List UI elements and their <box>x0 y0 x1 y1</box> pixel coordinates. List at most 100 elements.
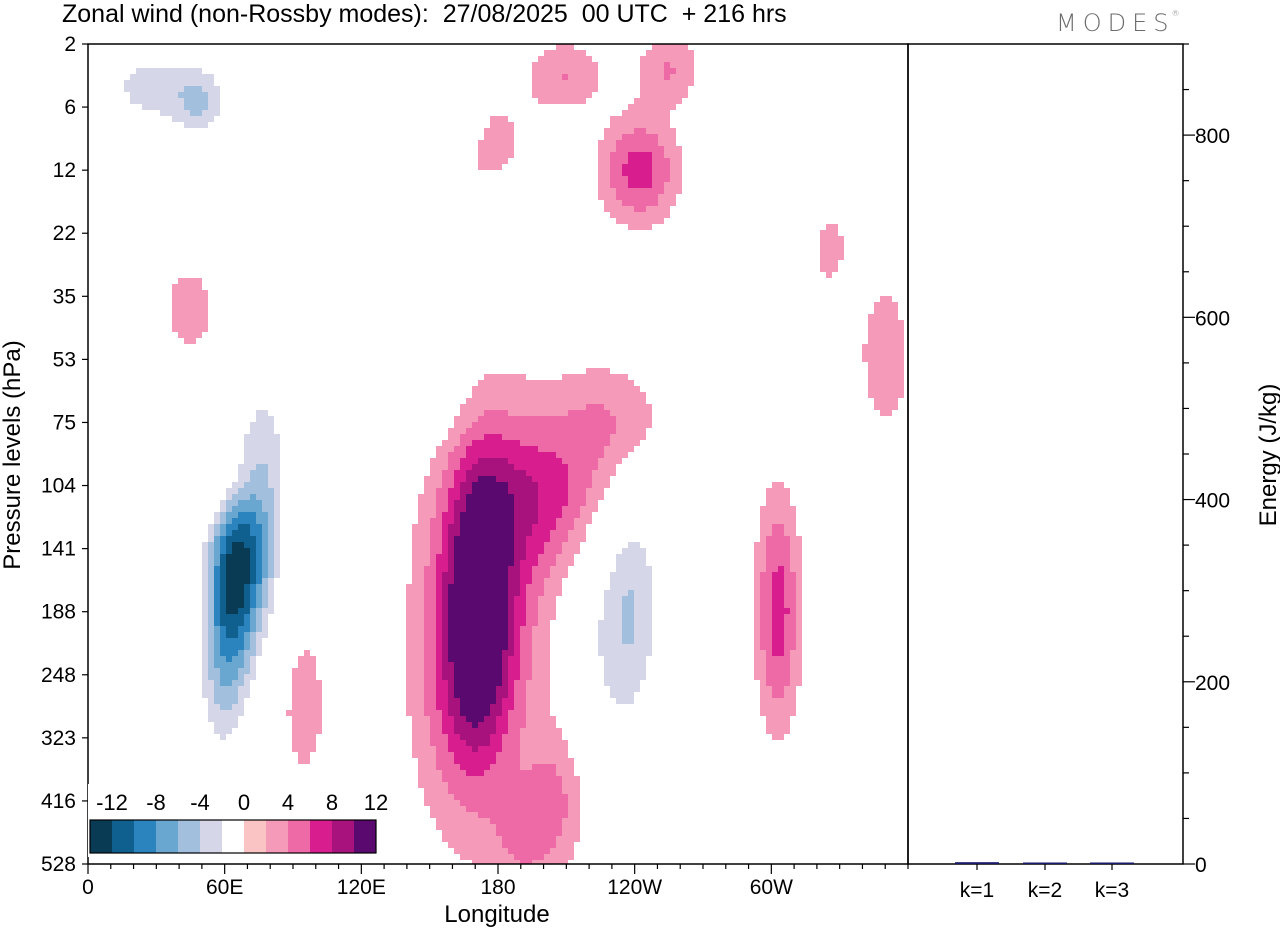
heatmap-cell <box>406 392 412 398</box>
heatmap-cell <box>478 578 484 584</box>
heatmap-cell <box>532 650 538 656</box>
heatmap-cell <box>184 326 190 332</box>
heatmap-cell <box>634 566 640 572</box>
heatmap-cell <box>610 116 616 122</box>
heatmap-cell <box>184 302 190 308</box>
heatmap-cell <box>196 326 202 332</box>
heatmap-cell <box>778 542 784 548</box>
heatmap-cell <box>868 560 874 566</box>
heatmap-cell <box>328 284 334 290</box>
heatmap-cell <box>406 698 412 704</box>
heatmap-cell <box>424 518 430 524</box>
heatmap-cell <box>700 674 706 680</box>
heatmap-cell <box>508 668 514 674</box>
heatmap-cell <box>376 206 382 212</box>
heatmap-cell <box>316 722 322 728</box>
heatmap-cell <box>586 518 592 524</box>
heatmap-cell <box>256 566 262 572</box>
heatmap-cell <box>622 188 628 194</box>
heatmap-cell <box>220 500 226 506</box>
heatmap-cell <box>262 620 268 626</box>
heatmap-cell <box>766 590 772 596</box>
heatmap-cell <box>136 86 142 92</box>
heatmap-cell <box>310 704 316 710</box>
heatmap-cell <box>160 92 166 98</box>
heatmap-cell <box>502 518 508 524</box>
heatmap-cell <box>226 626 232 632</box>
heatmap-cell <box>382 206 388 212</box>
heatmap-cell <box>214 116 220 122</box>
heatmap-cell <box>592 80 598 86</box>
heatmap-cell <box>484 662 490 668</box>
heatmap-cell <box>244 440 250 446</box>
heatmap-cell <box>760 656 766 662</box>
heatmap-cell <box>484 656 490 662</box>
heatmap-cell <box>862 644 868 650</box>
heatmap-cell <box>178 74 184 80</box>
heatmap-cell <box>238 674 244 680</box>
heatmap-cell <box>514 686 520 692</box>
heatmap-cell <box>244 674 250 680</box>
heatmap-cell <box>310 314 316 320</box>
heatmap-cell <box>652 620 658 626</box>
heatmap-cell <box>634 674 640 680</box>
heatmap-cell <box>268 572 274 578</box>
heatmap-cell <box>880 404 886 410</box>
heatmap-cell <box>142 104 148 110</box>
heatmap-cell <box>586 422 592 428</box>
heatmap-cell <box>586 464 592 470</box>
heatmap-cell <box>418 578 424 584</box>
heatmap-cell <box>754 554 760 560</box>
heatmap-cell <box>382 242 388 248</box>
heatmap-cell <box>406 608 412 614</box>
heatmap-cell <box>616 422 622 428</box>
heatmap-cell <box>190 614 196 620</box>
heatmap-cell <box>706 710 712 716</box>
heatmap-cell <box>874 584 880 590</box>
heatmap-cell <box>640 68 646 74</box>
heatmap-cell <box>484 164 490 170</box>
heatmap-cell <box>418 500 424 506</box>
heatmap-cell <box>190 314 196 320</box>
heatmap-cell <box>184 656 190 662</box>
heatmap-cell <box>220 686 226 692</box>
heatmap-cell <box>544 458 550 464</box>
heatmap-cell <box>868 326 874 332</box>
heatmap-cell <box>244 518 250 524</box>
heatmap-cell <box>664 86 670 92</box>
heatmap-cell <box>658 152 664 158</box>
heatmap-cell <box>820 116 826 122</box>
heatmap-cell <box>472 704 478 710</box>
heatmap-cell <box>424 692 430 698</box>
heatmap-cell <box>106 86 112 92</box>
heatmap-cell <box>784 710 790 716</box>
heatmap-cell <box>472 650 478 656</box>
heatmap-cell <box>646 518 652 524</box>
heatmap-cell <box>262 440 268 446</box>
heatmap-cell <box>628 158 634 164</box>
heatmap-cell <box>766 626 772 632</box>
heatmap-cell <box>286 554 292 560</box>
heatmap-cell <box>250 548 256 554</box>
heatmap-cell <box>802 116 808 122</box>
heatmap-cell <box>670 194 676 200</box>
heatmap-cell <box>616 662 622 668</box>
heatmap-cell <box>862 662 868 668</box>
heatmap-cell <box>634 434 640 440</box>
heatmap-cell <box>304 314 310 320</box>
heatmap-cell <box>364 212 370 218</box>
heatmap-cell <box>532 596 538 602</box>
heatmap-cell <box>772 614 778 620</box>
heatmap-cell <box>790 530 796 536</box>
heatmap-cell <box>412 584 418 590</box>
heatmap-cell <box>466 566 472 572</box>
heatmap-cell <box>232 548 238 554</box>
heatmap-cell <box>316 242 322 248</box>
heatmap-cell <box>310 260 316 266</box>
heatmap-cell <box>580 482 586 488</box>
heatmap-cell <box>418 536 424 542</box>
heatmap-cell <box>430 506 436 512</box>
heatmap-cell <box>466 674 472 680</box>
heatmap-cell <box>646 68 652 74</box>
heatmap-cell <box>562 74 568 80</box>
